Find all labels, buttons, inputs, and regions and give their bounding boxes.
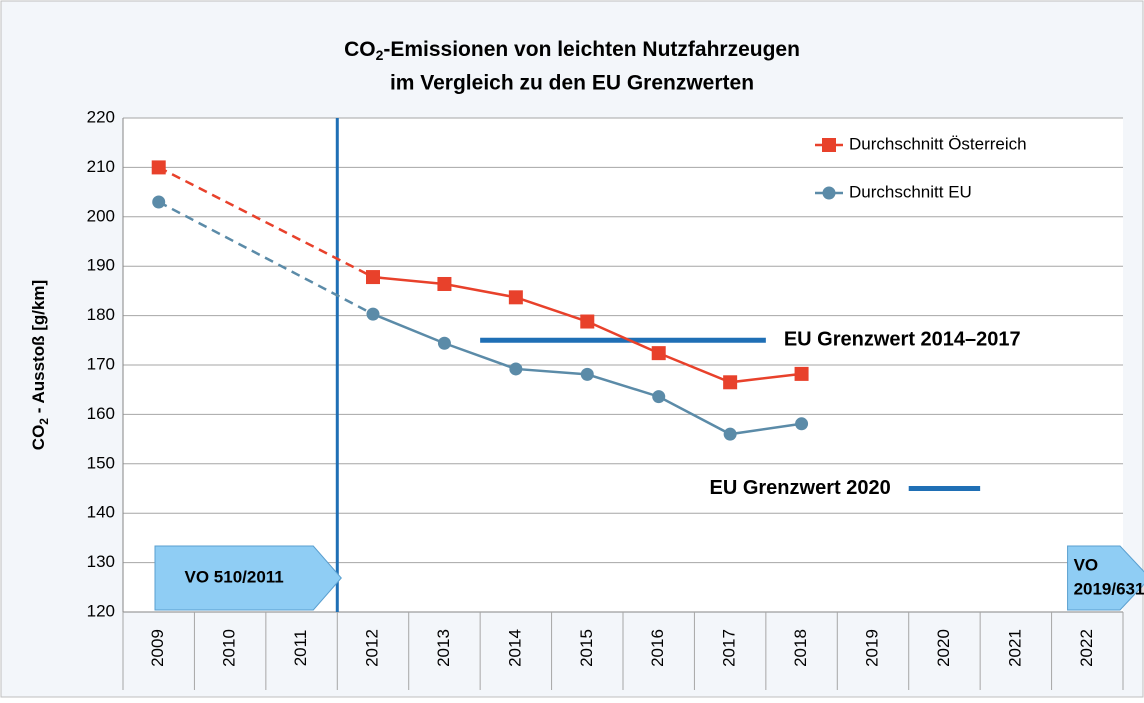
y-tick-label: 180 bbox=[87, 305, 115, 324]
point-marker bbox=[437, 276, 452, 291]
x-tick-label: 2017 bbox=[720, 629, 739, 667]
y-tick-label: 190 bbox=[87, 256, 115, 275]
y-tick-label: 130 bbox=[87, 552, 115, 571]
x-tick-label: 2013 bbox=[434, 629, 453, 667]
label-part: CO bbox=[29, 425, 48, 451]
x-tick-label: 2011 bbox=[291, 630, 310, 667]
x-tick-label: 2020 bbox=[934, 629, 953, 667]
y-tick-label: 200 bbox=[87, 206, 115, 225]
legend-marker bbox=[822, 138, 836, 152]
point-marker bbox=[795, 417, 809, 431]
x-tick-label: 2016 bbox=[648, 629, 667, 667]
regulation-arrow bbox=[154, 545, 342, 611]
legend-label: Durchschnitt Österreich bbox=[849, 134, 1027, 153]
title-sub: 2 bbox=[376, 47, 384, 63]
point-marker bbox=[580, 314, 595, 329]
y-tick-label: 140 bbox=[87, 503, 115, 522]
y-tick-label: 220 bbox=[87, 107, 115, 126]
y-tick-label: 210 bbox=[87, 157, 115, 176]
point-marker bbox=[723, 375, 738, 390]
gap-connector bbox=[158, 166, 374, 279]
x-tick-label: 2010 bbox=[220, 629, 239, 667]
x-tick-label: 2021 bbox=[1005, 629, 1024, 667]
point-marker bbox=[437, 336, 451, 350]
point-marker bbox=[651, 346, 666, 361]
x-tick-label: 2014 bbox=[505, 629, 524, 667]
y-tick-label: 160 bbox=[87, 404, 115, 423]
x-tick-label: 2012 bbox=[362, 629, 381, 667]
point-marker bbox=[794, 366, 809, 381]
legend-label: Durchschnitt EU bbox=[849, 182, 972, 201]
y-tick-label: 120 bbox=[87, 601, 115, 620]
x-tick-label: 2022 bbox=[1077, 629, 1096, 667]
title-part: CO bbox=[344, 38, 376, 61]
regulation-label: VO bbox=[1074, 555, 1099, 574]
limit-label: EU Grenzwert 2014–2017 bbox=[784, 329, 1021, 351]
regulation-arrow bbox=[1067, 545, 1144, 611]
label-part: - Ausstoß [g/km] bbox=[29, 280, 48, 418]
point-marker bbox=[366, 270, 380, 285]
label-sub: 2 bbox=[37, 418, 51, 425]
point-marker bbox=[151, 160, 166, 175]
y-tick-label: 170 bbox=[87, 354, 115, 373]
point-marker bbox=[652, 390, 666, 404]
title-part: -Emissionen von leichten Nutzfahrzeugen bbox=[383, 38, 800, 61]
point-marker bbox=[580, 367, 594, 381]
chart-title: CO2-Emissionen von leichten Nutzfahrzeug… bbox=[344, 38, 800, 63]
point-marker bbox=[509, 362, 523, 376]
chart-title: im Vergleich zu den EU Grenzwerten bbox=[390, 72, 754, 95]
point-marker bbox=[723, 427, 737, 441]
point-marker bbox=[366, 307, 380, 321]
regulation-label: 2019/631 bbox=[1074, 579, 1144, 598]
legend-marker bbox=[822, 186, 836, 200]
x-tick-label: 2009 bbox=[148, 629, 167, 667]
x-tick-label: 2019 bbox=[862, 629, 881, 667]
x-tick-label: 2015 bbox=[577, 629, 596, 667]
regulation-label: VO 510/2011 bbox=[185, 567, 284, 586]
y-tick-label: 150 bbox=[87, 453, 115, 472]
point-marker bbox=[508, 290, 523, 305]
y-axis-label: CO2 - Ausstoß [g/km] bbox=[29, 280, 51, 450]
limit-label: EU Grenzwert 2020 bbox=[710, 477, 891, 499]
point-marker bbox=[152, 195, 166, 209]
gap-connector bbox=[158, 200, 374, 316]
x-tick-label: 2018 bbox=[791, 629, 810, 667]
